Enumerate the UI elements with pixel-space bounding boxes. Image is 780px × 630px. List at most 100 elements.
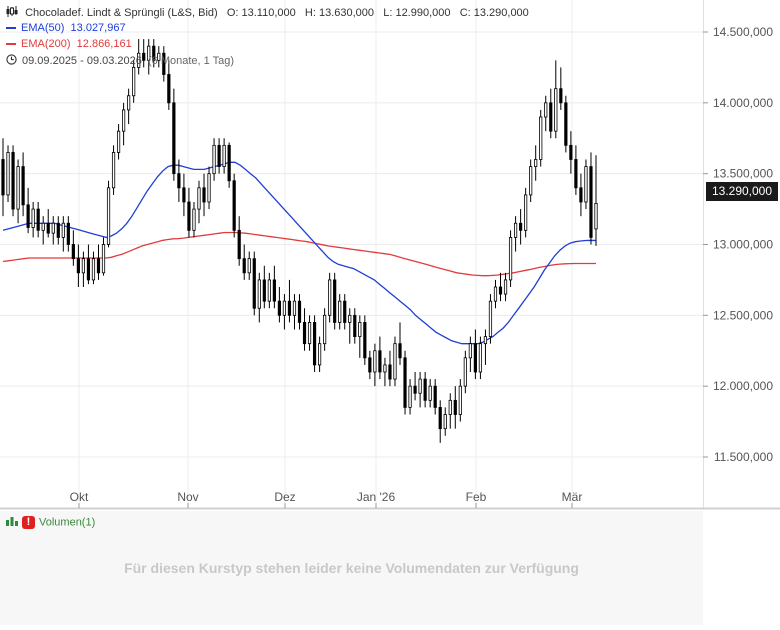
candle bbox=[217, 138, 221, 174]
candle-body bbox=[544, 102, 548, 118]
candle-body bbox=[323, 314, 327, 345]
candle-body bbox=[132, 67, 136, 97]
legend-ema50[interactable]: EMA(50) 13.027,967 bbox=[6, 22, 126, 34]
candle bbox=[277, 287, 281, 323]
candle bbox=[423, 372, 427, 408]
candle bbox=[101, 237, 106, 276]
candle-body bbox=[503, 279, 508, 295]
candle bbox=[579, 173, 583, 217]
high-value: H: 13.630,000 bbox=[304, 6, 375, 19]
candle-body bbox=[267, 279, 271, 302]
candle-body bbox=[101, 244, 106, 274]
bar-chart-icon bbox=[6, 516, 18, 529]
candle bbox=[152, 39, 156, 68]
candle-body bbox=[232, 180, 236, 231]
candle bbox=[66, 216, 70, 252]
candle-body bbox=[242, 258, 246, 274]
ema50-line bbox=[2, 161, 597, 345]
candle bbox=[544, 95, 548, 132]
x-tick-label: Mär bbox=[562, 490, 583, 504]
candle bbox=[297, 294, 302, 330]
y-tick-label: 12.500,000 bbox=[713, 308, 773, 322]
candle bbox=[1, 138, 5, 217]
volume-axis-area bbox=[704, 511, 780, 625]
candle bbox=[267, 272, 271, 309]
candle bbox=[302, 308, 307, 351]
candle bbox=[56, 216, 60, 245]
candle bbox=[11, 145, 15, 217]
candle bbox=[86, 244, 91, 285]
ema200-line bbox=[2, 231, 596, 277]
candle bbox=[448, 393, 452, 429]
candle bbox=[438, 400, 442, 443]
candle bbox=[323, 308, 327, 351]
candle-body bbox=[529, 166, 533, 196]
warning-icon[interactable]: ! bbox=[22, 516, 35, 529]
candle-body bbox=[127, 95, 131, 111]
candle bbox=[519, 209, 523, 245]
candle-body bbox=[498, 286, 503, 295]
candle-body bbox=[468, 343, 472, 359]
candle bbox=[76, 244, 80, 287]
candle bbox=[363, 315, 367, 365]
candle bbox=[463, 350, 467, 394]
x-tick-label: Dez bbox=[274, 490, 295, 504]
candle bbox=[483, 329, 488, 365]
candle bbox=[167, 60, 171, 110]
candle-body bbox=[368, 357, 372, 373]
candle bbox=[569, 131, 573, 174]
candle-body bbox=[227, 144, 231, 182]
legend-range: 09.09.2025 - 09.03.2026 (6 Monate, 1 Tag… bbox=[6, 54, 234, 68]
candle-body bbox=[428, 385, 432, 401]
candle bbox=[307, 315, 312, 351]
volume-legend[interactable]: ! Volumen(1) bbox=[6, 516, 95, 529]
candle-body bbox=[6, 152, 10, 196]
candle-body bbox=[453, 399, 457, 415]
y-tick-label: 13.000,000 bbox=[713, 238, 773, 252]
candle bbox=[21, 152, 25, 217]
candle bbox=[142, 39, 146, 68]
candle-body bbox=[111, 152, 116, 189]
candle bbox=[116, 124, 121, 160]
candle-body bbox=[217, 144, 221, 167]
candle bbox=[187, 187, 191, 238]
volume-pane bbox=[0, 511, 703, 625]
open-value: O: 13.110,000 bbox=[226, 6, 296, 19]
candle-body bbox=[388, 364, 392, 380]
candle-body bbox=[71, 244, 75, 260]
instrument-title: Chocoladef. Lindt & Sprüngli (L&S, Bid) bbox=[25, 6, 218, 19]
candle bbox=[368, 350, 372, 380]
candle-body bbox=[363, 322, 367, 359]
y-tick-label: 14.000,000 bbox=[713, 96, 773, 110]
candle bbox=[232, 173, 236, 238]
candle-body bbox=[584, 166, 588, 203]
candle-body bbox=[162, 52, 166, 75]
date-range: 09.09.2025 - 09.03.2026 bbox=[22, 54, 142, 67]
candle bbox=[137, 39, 141, 75]
candle bbox=[383, 357, 387, 387]
candle-body bbox=[413, 385, 417, 394]
candle bbox=[197, 180, 201, 224]
candle-body bbox=[11, 152, 15, 210]
candle bbox=[111, 145, 116, 195]
x-tick-label: Feb bbox=[466, 490, 487, 504]
candle bbox=[252, 251, 256, 316]
candle bbox=[428, 379, 432, 408]
candle bbox=[6, 145, 10, 202]
candle-body bbox=[61, 222, 65, 238]
legend-ema200[interactable]: EMA(200) 12.866,161 bbox=[6, 38, 132, 50]
candle-body bbox=[282, 300, 287, 316]
candle bbox=[147, 39, 151, 75]
candle bbox=[378, 336, 382, 380]
y-tick-label: 13.500,000 bbox=[713, 167, 773, 181]
candle-body bbox=[147, 45, 151, 61]
candle bbox=[162, 46, 166, 82]
candle bbox=[373, 343, 377, 387]
candle bbox=[333, 272, 337, 330]
chart-legend-title: Chocoladef. Lindt & Sprüngli (L&S, Bid) … bbox=[6, 6, 529, 20]
candle-body bbox=[172, 102, 176, 175]
ema50-value: 13.027,967 bbox=[70, 22, 126, 34]
candle-body bbox=[448, 399, 452, 415]
candle-body bbox=[343, 300, 347, 323]
